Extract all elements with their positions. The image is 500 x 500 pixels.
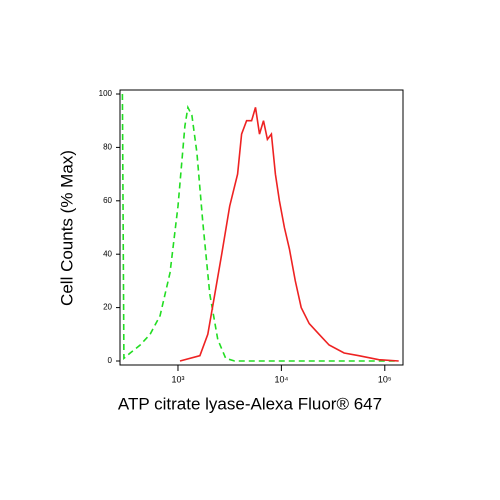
series-line [179,107,399,362]
x-axis-label: ATP citrate lyase-Alexa Fluor® 647 [118,394,382,413]
x-tick-label: 10⁵ [378,374,392,384]
y-tick-label: 60 [103,196,112,205]
y-axis-label: Cell Counts (% Max) [57,150,76,306]
y-tick-label: 0 [108,356,113,365]
x-tick-label: 10⁴ [274,374,288,384]
y-tick-label: 80 [103,143,112,152]
x-tick-label: 10³ [171,374,184,384]
y-tick-label: 20 [103,303,112,312]
y-tick-label: 40 [103,249,112,258]
plot-frame [119,89,404,366]
series-line [121,93,399,362]
y-tick-label: 100 [99,89,113,98]
